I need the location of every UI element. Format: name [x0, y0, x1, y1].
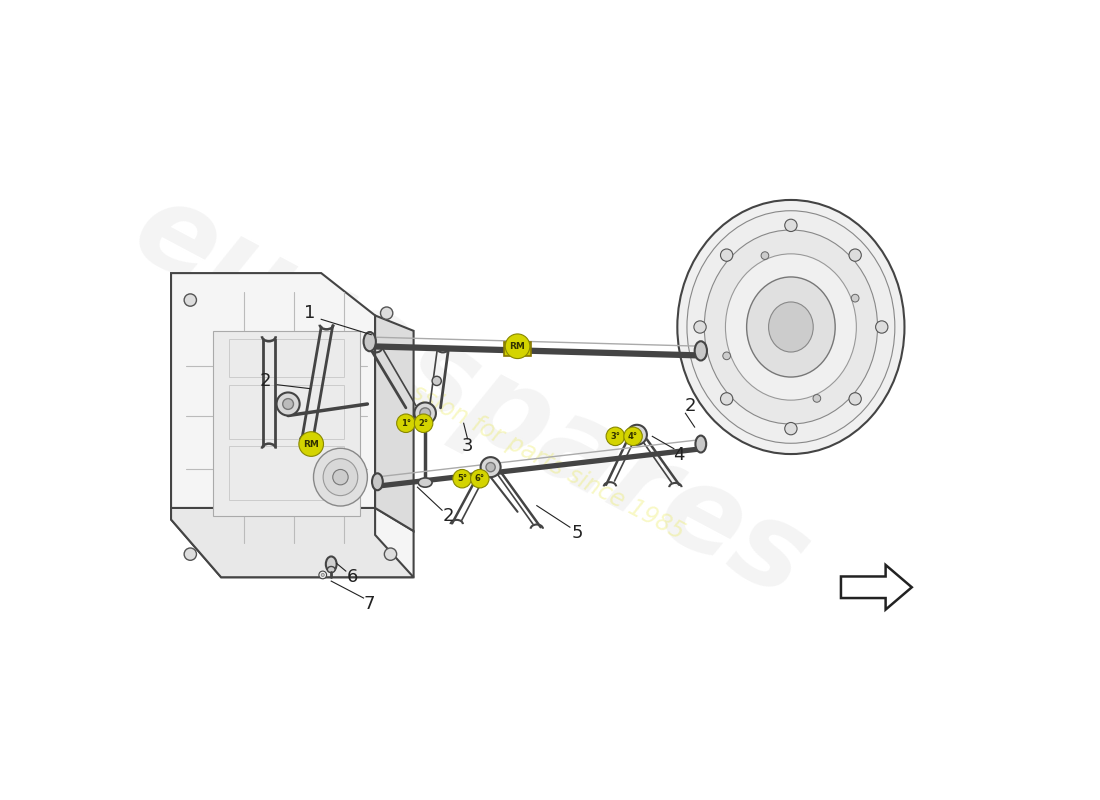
- Circle shape: [184, 294, 197, 306]
- Circle shape: [471, 470, 490, 488]
- Text: 2: 2: [260, 372, 272, 390]
- Circle shape: [453, 470, 472, 488]
- Circle shape: [397, 414, 415, 433]
- Text: 3: 3: [462, 438, 473, 455]
- Circle shape: [720, 249, 733, 262]
- Circle shape: [420, 408, 430, 418]
- Circle shape: [184, 548, 197, 560]
- Circle shape: [415, 414, 433, 433]
- Ellipse shape: [323, 458, 358, 496]
- Text: 4°: 4°: [628, 432, 638, 441]
- Text: 4: 4: [673, 446, 685, 464]
- Circle shape: [505, 334, 530, 358]
- Circle shape: [299, 432, 323, 456]
- Text: 5°: 5°: [456, 474, 468, 483]
- Polygon shape: [375, 315, 414, 531]
- Ellipse shape: [769, 302, 813, 352]
- Bar: [229, 446, 344, 500]
- Polygon shape: [172, 508, 414, 578]
- Circle shape: [481, 457, 500, 477]
- Circle shape: [813, 394, 821, 402]
- Bar: [504, 342, 530, 356]
- Circle shape: [606, 427, 625, 446]
- Bar: [229, 338, 344, 377]
- Text: 6: 6: [346, 568, 358, 586]
- Circle shape: [321, 574, 324, 577]
- Ellipse shape: [328, 566, 336, 573]
- Circle shape: [624, 427, 642, 446]
- Polygon shape: [172, 273, 414, 578]
- Text: eurospares: eurospares: [114, 170, 828, 622]
- Circle shape: [849, 249, 861, 262]
- Text: 7: 7: [364, 595, 375, 613]
- Bar: [229, 385, 344, 438]
- Circle shape: [486, 462, 495, 472]
- Circle shape: [276, 393, 299, 415]
- Circle shape: [849, 393, 861, 405]
- Circle shape: [632, 430, 641, 439]
- Ellipse shape: [418, 478, 432, 487]
- Ellipse shape: [747, 277, 835, 377]
- Text: 3°: 3°: [610, 432, 620, 441]
- Circle shape: [415, 402, 436, 424]
- Text: 2°: 2°: [418, 418, 429, 428]
- Text: RM: RM: [509, 342, 526, 350]
- Text: 1°: 1°: [400, 418, 411, 428]
- Polygon shape: [842, 565, 912, 610]
- Circle shape: [283, 398, 294, 410]
- Circle shape: [319, 571, 327, 578]
- Circle shape: [761, 252, 769, 259]
- Text: 5: 5: [572, 524, 583, 542]
- Ellipse shape: [695, 342, 707, 361]
- Circle shape: [720, 393, 733, 405]
- Ellipse shape: [704, 230, 878, 424]
- Text: a passion for parts since 1985: a passion for parts since 1985: [362, 356, 689, 545]
- Circle shape: [694, 321, 706, 333]
- Ellipse shape: [314, 448, 367, 506]
- Ellipse shape: [695, 435, 706, 453]
- Circle shape: [876, 321, 888, 333]
- Text: 6°: 6°: [475, 474, 485, 483]
- Ellipse shape: [363, 332, 376, 351]
- Circle shape: [333, 470, 349, 485]
- Circle shape: [723, 352, 730, 360]
- Text: 2: 2: [685, 397, 696, 414]
- Text: 1: 1: [304, 304, 316, 322]
- Ellipse shape: [726, 254, 856, 400]
- Circle shape: [432, 376, 441, 386]
- Circle shape: [784, 422, 798, 435]
- Circle shape: [851, 294, 859, 302]
- Circle shape: [381, 307, 393, 319]
- Text: 2: 2: [442, 507, 454, 526]
- Polygon shape: [213, 331, 360, 516]
- Ellipse shape: [372, 474, 383, 490]
- Circle shape: [784, 219, 798, 231]
- Ellipse shape: [678, 200, 904, 454]
- Text: RM: RM: [304, 439, 319, 449]
- Circle shape: [384, 548, 397, 560]
- Ellipse shape: [326, 557, 337, 572]
- Ellipse shape: [686, 210, 895, 443]
- Circle shape: [627, 425, 647, 445]
